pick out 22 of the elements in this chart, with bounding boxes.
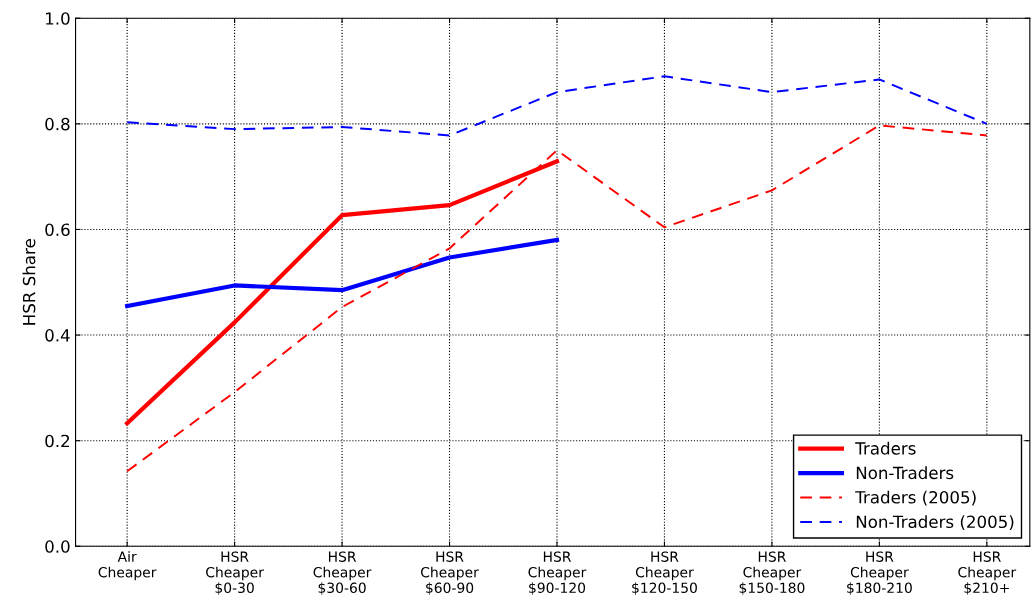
y-tick-label: 0.4 <box>45 329 70 342</box>
x-tick-label: HSR Cheaper $60-90 <box>420 551 479 595</box>
x-tick-label: Air Cheaper <box>98 551 157 581</box>
legend-label: Traders (2005) <box>855 490 976 506</box>
legend-label: Non-Traders (2005) <box>856 515 1014 531</box>
y-tick-label: 0.0 <box>45 540 70 553</box>
x-tick-label: HSR Cheaper $0-30 <box>206 551 264 595</box>
y-tick-label: 0.8 <box>45 117 70 131</box>
legend-label: Non-Traders <box>856 466 954 480</box>
y-tick-label: 1.0 <box>46 12 70 25</box>
y-tick-label: 0.2 <box>45 434 70 448</box>
y-axis-title: HSR Share <box>22 239 36 325</box>
line-series <box>125 237 560 309</box>
x-tick-label: HSR Cheaper $210+ <box>958 551 1017 595</box>
x-tick-label: HSR Cheaper $150-180 <box>739 551 805 595</box>
line-series <box>126 75 988 137</box>
x-tick-label: HSR Cheaper $180-210 <box>847 551 912 595</box>
legend-label: Traders <box>855 441 916 455</box>
x-tick-label: HSR Cheaper $120-150 <box>632 551 697 595</box>
y-tick-label: 0.6 <box>45 223 70 237</box>
x-tick-label: HSR Cheaper $90-120 <box>528 551 587 595</box>
x-tick-label: HSR Cheaper $30-60 <box>313 551 372 595</box>
